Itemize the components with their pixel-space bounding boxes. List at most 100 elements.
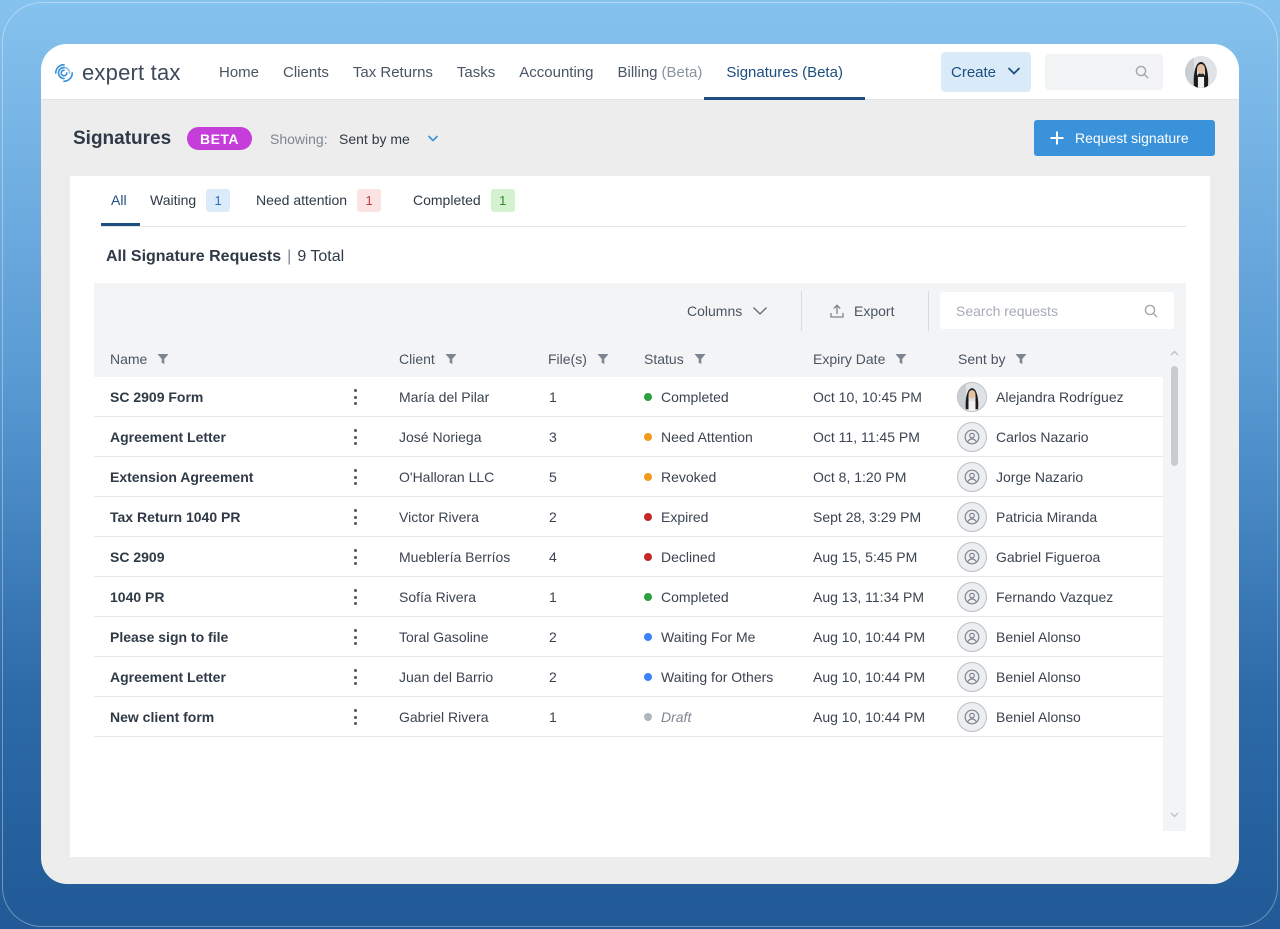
summary-total: 9 Total	[297, 248, 345, 265]
status-badge: Need Attention	[644, 429, 753, 445]
tab-label: Need attention	[256, 192, 348, 208]
tab-need-attention[interactable]: Need attention 1	[256, 188, 382, 212]
nav-item-label: Clients	[283, 63, 329, 81]
scrollbar-thumb[interactable]	[1171, 366, 1178, 466]
tab-completed[interactable]: Completed 1	[413, 188, 515, 212]
user-photo-icon	[1185, 56, 1217, 88]
showing-filter-value[interactable]: Sent by me	[339, 131, 410, 147]
nav-item-tax-returns[interactable]: Tax Returns	[341, 44, 445, 100]
table-row[interactable]: Agreement Letter José Noriega 3 Need Attent…	[94, 417, 1163, 457]
search-icon[interactable]	[1144, 304, 1158, 318]
more-vertical-icon[interactable]	[347, 708, 363, 726]
create-button[interactable]: Create	[941, 52, 1031, 92]
request-signature-button[interactable]: Request signature	[1034, 120, 1215, 156]
beta-badge: BETA	[187, 127, 252, 150]
more-vertical-icon[interactable]	[347, 628, 363, 646]
request-name[interactable]: 1040 PR	[110, 589, 165, 605]
table-row[interactable]: Tax Return 1040 PR Victor Rivera 2 Expired S…	[94, 497, 1163, 537]
sender-name: Patricia Miranda	[996, 509, 1098, 525]
more-vertical-icon[interactable]	[347, 508, 363, 526]
request-name[interactable]: Tax Return 1040 PR	[110, 509, 241, 525]
chevron-down-icon[interactable]	[427, 134, 439, 143]
more-vertical-icon[interactable]	[347, 388, 363, 406]
table-scrollbar[interactable]	[1163, 340, 1186, 831]
more-vertical-icon[interactable]	[347, 548, 363, 566]
nav-item-clients[interactable]: Clients	[271, 44, 341, 100]
brand-name: expert tax	[82, 60, 181, 85]
filter-icon[interactable]	[694, 353, 706, 365]
nav-item-accounting[interactable]: Accounting	[507, 44, 605, 100]
more-vertical-icon[interactable]	[347, 468, 363, 486]
column-header-expiry[interactable]: Expiry Date	[813, 351, 907, 367]
swirl-logo-icon	[54, 63, 74, 83]
column-header-label: Client	[399, 351, 435, 367]
column-header-status[interactable]: Status	[644, 351, 706, 367]
app-window: expert tax Home Clients Tax Returns Tasks Ac…	[41, 44, 1239, 884]
status-dot	[644, 473, 652, 481]
filter-icon[interactable]	[157, 353, 169, 365]
brand-logo[interactable]: expert tax	[53, 60, 181, 86]
chevron-down-icon[interactable]	[1170, 812, 1179, 818]
showing-label: Showing:	[270, 131, 328, 147]
columns-button[interactable]: Columns	[687, 303, 768, 319]
status-badge: Draft	[644, 709, 691, 725]
filter-icon[interactable]	[597, 353, 609, 365]
count-badge: 1	[206, 188, 231, 212]
request-name[interactable]: SC 2909 Form	[110, 389, 204, 405]
filter-icon[interactable]	[1015, 353, 1027, 365]
client-name: O'Halloran LLC	[399, 469, 495, 485]
search-input[interactable]	[940, 292, 1130, 329]
tab-waiting[interactable]: Waiting 1	[150, 188, 231, 212]
table-row[interactable]: 1040 PR Sofía Rivera 1 Completed Aug 13, 11:…	[94, 577, 1163, 617]
request-name[interactable]: Extension Agreement	[110, 469, 254, 485]
status-dot	[644, 673, 652, 681]
expiry-date: Aug 10, 10:44 PM	[813, 709, 926, 725]
nav-item-signatures[interactable]: Signatures (Beta)	[704, 44, 865, 100]
nav-item-beta-suffix: (Beta)	[661, 63, 703, 81]
nav-item-billing[interactable]: Billing (Beta)	[605, 44, 714, 100]
request-name[interactable]: Agreement Letter	[110, 429, 226, 445]
nav-item-label: Accounting	[519, 63, 594, 81]
more-vertical-icon[interactable]	[347, 588, 363, 606]
table-row[interactable]: SC 2909 Mueblería Berríos 4 Declined Aug 15,…	[94, 537, 1163, 577]
status-badge: Completed	[644, 389, 729, 405]
table-row[interactable]: SC 2909 Form María del Pilar 1 Completed Oct…	[94, 377, 1163, 417]
expiry-date: Oct 8, 1:20 PM	[813, 469, 907, 485]
column-header-client[interactable]: Client	[399, 351, 457, 367]
column-header-name[interactable]: Name	[110, 351, 169, 367]
nav-item-home[interactable]: Home	[207, 44, 271, 100]
file-count: 2	[549, 629, 557, 645]
request-name[interactable]: SC 2909	[110, 549, 165, 565]
nav-item-beta-suffix: (Beta)	[802, 63, 843, 81]
request-name[interactable]: New client form	[110, 709, 215, 725]
more-vertical-icon[interactable]	[347, 668, 363, 686]
user-avatar[interactable]	[1185, 56, 1217, 88]
user-circle-icon	[964, 669, 980, 685]
filter-icon[interactable]	[445, 353, 457, 365]
tab-all[interactable]: All	[111, 188, 127, 212]
table-row[interactable]: Please sign to file Toral Gasoline 2 Waitin…	[94, 617, 1163, 657]
avatar	[957, 502, 987, 532]
chevron-up-icon[interactable]	[1170, 350, 1179, 356]
request-name[interactable]: Agreement Letter	[110, 669, 226, 685]
nav-item-tasks[interactable]: Tasks	[445, 44, 507, 100]
request-name[interactable]: Please sign to file	[110, 629, 229, 645]
column-header-files[interactable]: File(s)	[548, 351, 609, 367]
request-signature-label: Request signature	[1075, 130, 1189, 146]
summary-separator: |	[287, 248, 292, 265]
status-label: Draft	[661, 709, 692, 725]
table-row[interactable]: Agreement Letter Juan del Barrio 2 Waiting …	[94, 657, 1163, 697]
user-circle-icon	[964, 549, 980, 565]
export-button[interactable]: Export	[829, 303, 894, 319]
more-vertical-icon[interactable]	[347, 428, 363, 446]
user-photo-icon	[958, 383, 986, 411]
sender-name: Fernando Vazquez	[996, 589, 1114, 605]
column-header-sender[interactable]: Sent by	[958, 351, 1027, 367]
status-badge: Completed	[644, 589, 729, 605]
table-row[interactable]: Extension Agreement O'Halloran LLC 5 Revoke…	[94, 457, 1163, 497]
global-search[interactable]	[1045, 54, 1163, 90]
filter-icon[interactable]	[895, 353, 907, 365]
status-dot	[644, 633, 652, 641]
table-row[interactable]: New client form Gabriel Rivera 1 Draft Aug 1…	[94, 697, 1163, 737]
status-label: Need Attention	[661, 429, 753, 445]
